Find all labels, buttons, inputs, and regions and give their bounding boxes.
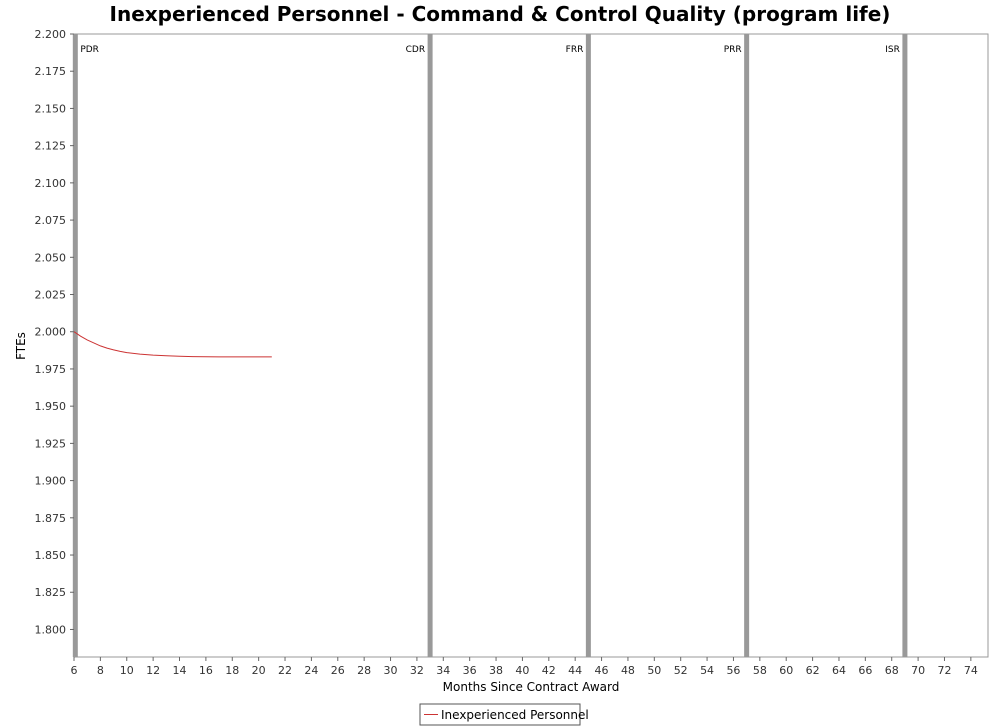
x-tick-label: 70 [911,664,925,677]
x-tick-label: 26 [331,664,345,677]
x-tick-label: 74 [964,664,978,677]
x-tick-label: 60 [779,664,793,677]
y-tick-label: 1.875 [35,512,67,525]
x-tick-label: 22 [278,664,292,677]
y-axis-label: FTEs [14,332,28,360]
y-tick-label: 2.175 [35,65,67,78]
series-layer [73,331,272,358]
x-tick-label: 18 [225,664,239,677]
x-axis-label: Months Since Contract Award [443,680,620,694]
milestone-label-prr: PRR [724,45,742,55]
x-tick-label: 40 [515,664,529,677]
x-tick-label: 34 [436,664,450,677]
milestones: PDR CDR FRR PRR ISR [72,34,908,657]
series-line-0 [73,331,272,358]
y-tick-label: 2.025 [35,289,67,302]
x-tick-label: 36 [463,664,477,677]
legend: Inexperienced Personnel [419,703,589,726]
x-tick-label: 28 [357,664,371,677]
x-tick-label: 42 [542,664,556,677]
plot-area [73,33,989,658]
y-tick-label: 1.950 [35,400,67,413]
x-tick-label: 20 [252,664,266,677]
milestone-line-pdr [72,34,78,657]
y-tick-label: 1.900 [35,475,67,488]
x-tick-label: 62 [806,664,820,677]
milestone-label-frr: FRR [566,45,584,55]
y-tick-label: 1.850 [35,549,67,562]
milestone-line-frr [585,34,591,657]
y-tick-label: 2.200 [35,28,67,41]
y-tick-label: 2.050 [35,251,67,264]
legend-label: Inexperienced Personnel [441,708,589,722]
y-tick-label: 2.000 [35,326,67,339]
y-tick-label: 2.075 [35,214,67,227]
x-tick-label: 8 [97,664,104,677]
x-tick-label: 16 [199,664,213,677]
x-tick-label: 56 [726,664,740,677]
y-tick-label: 1.925 [35,437,67,450]
x-tick-label: 12 [146,664,160,677]
x-tick-label: 48 [621,664,635,677]
x-tick-label: 64 [832,664,846,677]
x-tick-label: 66 [858,664,872,677]
y-tick-label: 2.100 [35,177,67,190]
milestone-label-isr: ISR [885,45,900,55]
chart-title: Inexperienced Personnel - Command & Cont… [110,2,891,26]
milestone-line-cdr [427,34,433,657]
x-tick-label: 30 [384,664,398,677]
x-tick-label: 72 [937,664,951,677]
x-tick-label: 38 [489,664,503,677]
y-tick-label: 1.975 [35,363,67,376]
milestone-line-prr [744,34,750,657]
x-tick-label: 68 [885,664,899,677]
milestone-line-isr [902,34,908,657]
legend-box [419,703,581,726]
x-tick-label: 14 [173,664,187,677]
x-tick-label: 46 [595,664,609,677]
y-axis: 2.200 2.175 2.150 2.125 2.100 2.075 2.050 2.025… [35,28,74,636]
y-tick-label: 1.800 [35,623,67,636]
milestone-label-pdr: PDR [80,45,99,55]
y-tick-label: 1.825 [35,586,67,599]
x-axis: 6 8 10 12 14 16 18 20 22 24 26 28 30 32 34 36 38 40 42 44 46… [71,656,988,677]
milestone-label-cdr: CDR [406,45,425,55]
x-tick-label: 6 [71,664,78,677]
y-tick-label: 2.150 [35,102,67,115]
x-tick-label: 10 [120,664,134,677]
x-tick-label: 50 [647,664,661,677]
y-tick-label: 2.125 [35,140,67,153]
x-tick-label: 58 [753,664,767,677]
x-tick-label: 54 [700,664,714,677]
x-tick-label: 44 [568,664,582,677]
x-tick-label: 24 [304,664,318,677]
x-tick-label: 52 [674,664,688,677]
x-tick-label: 32 [410,664,424,677]
